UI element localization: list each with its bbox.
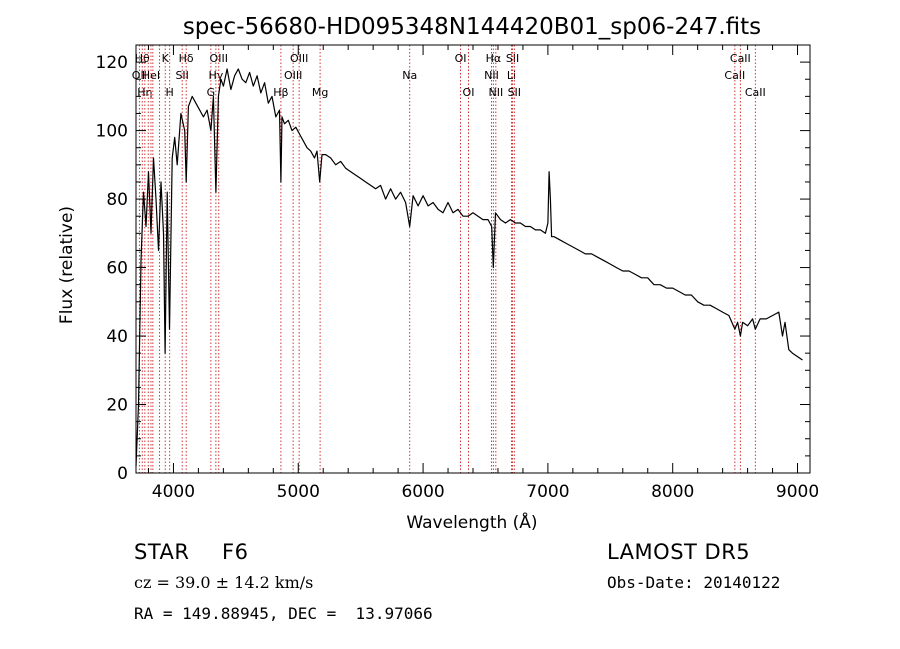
x-tick-label: 4000 <box>152 482 195 502</box>
line-marker-label: OIII <box>284 69 302 82</box>
line-marker-label: OIII <box>290 52 308 65</box>
line-marker-label: OI <box>463 86 475 99</box>
redshift-text: cz = 39.0 ± 14.2 km/s <box>134 573 314 592</box>
line-marker-label: OI <box>455 52 467 65</box>
x-axis-label: Wavelength (Å) <box>406 511 537 533</box>
line-marker-label: Hθ <box>135 52 150 65</box>
line-marker-label: Hβ <box>273 86 288 99</box>
y-tick-label: 120 <box>96 53 128 73</box>
y-tick-label: 40 <box>106 327 128 347</box>
line-marker-label: Hη <box>137 86 152 99</box>
obs-date-text: Obs-Date: 20140122 <box>607 573 781 592</box>
y-axis-label: Flux (relative) <box>57 206 77 324</box>
y-tick-label: 20 <box>106 396 128 416</box>
line-marker-label: CaII <box>730 52 751 65</box>
line-marker-label: NII <box>488 86 503 99</box>
spectrum-series <box>135 68 803 467</box>
x-tick-label: 8000 <box>651 482 694 502</box>
axes: 4000 5000 6000 7000 8000 9000 0 20 40 60 80 100 120 <box>96 44 819 502</box>
y-tick-label: 100 <box>96 122 128 142</box>
line-marker-label: Mg <box>312 86 328 99</box>
line-marker-label: OIII <box>210 52 228 65</box>
y-tick-label: 60 <box>106 259 128 279</box>
chart-title: spec-56680-HD095348N144420B01_sp06-247.f… <box>183 14 761 40</box>
line-marker-label: Hδ <box>179 52 194 65</box>
object-class: STAR <box>134 540 190 564</box>
survey-name: LAMOST DR5 <box>607 540 751 564</box>
line-marker-label: SII <box>508 86 521 99</box>
coordinates-text: RA = 149.88945, DEC = 13.97066 <box>134 604 433 623</box>
spectral-line-markers: OIIHθHηHeIKHSIIHδGHγOIIIHβOIIIOIIIMgNaOI… <box>132 45 766 473</box>
plot-frame <box>135 44 811 474</box>
x-tick-label: 9000 <box>776 482 819 502</box>
line-marker-label: H <box>166 86 174 99</box>
line-marker-label: Na <box>402 69 417 82</box>
y-tick-label: 80 <box>106 190 128 210</box>
line-marker-label: G <box>207 86 216 99</box>
line-marker-label: Li <box>507 69 516 82</box>
line-marker-label: HeI <box>142 69 160 82</box>
y-tick-label: 0 <box>117 464 128 484</box>
line-marker-label: NII <box>484 69 499 82</box>
line-marker-label: Hα <box>486 52 502 65</box>
x-tick-label: 5000 <box>277 482 320 502</box>
line-marker-label: CaII <box>745 86 766 99</box>
line-marker-label: SII <box>506 52 519 65</box>
x-tick-label: 6000 <box>401 482 444 502</box>
line-marker-label: K <box>162 52 170 65</box>
spectrum-line-0 <box>135 68 803 467</box>
x-tick-label: 7000 <box>526 482 569 502</box>
line-marker-label: SII <box>175 69 188 82</box>
line-marker-label: Hγ <box>208 69 223 82</box>
line-marker-label: CaII <box>724 69 745 82</box>
object-subclass: F6 <box>222 540 249 564</box>
